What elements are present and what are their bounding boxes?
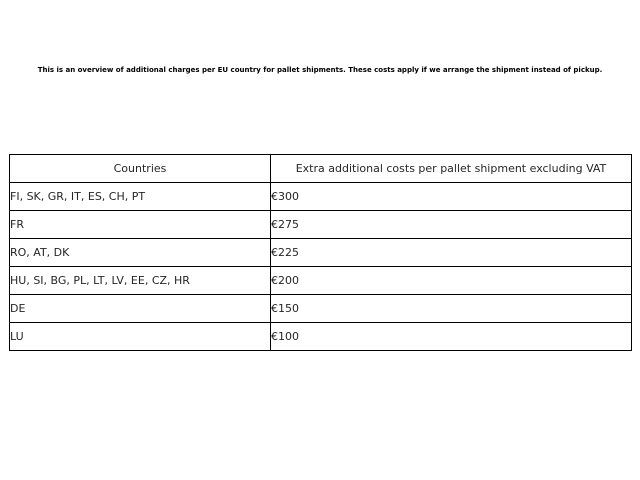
column-header-countries: Countries [9,154,271,183]
cost-cell: €100 [270,322,632,351]
column-header-extra-costs: Extra additional costs per pallet shipme… [270,154,632,183]
cost-cell: €150 [270,294,632,323]
countries-cell: DE [9,294,271,323]
table-row: HU, SI, BG, PL, LT, LV, EE, CZ, HR €200 [9,266,632,295]
countries-cell: HU, SI, BG, PL, LT, LV, EE, CZ, HR [9,266,271,295]
countries-cell: LU [9,322,271,351]
table-header-row: Countries Extra additional costs per pal… [9,154,632,183]
charges-table: Countries Extra additional costs per pal… [9,154,632,351]
cost-cell: €225 [270,238,632,267]
countries-cell: FI, SK, GR, IT, ES, CH, PT [9,182,271,211]
cost-cell: €275 [270,210,632,239]
countries-cell: FR [9,210,271,239]
cost-cell: €200 [270,266,632,295]
table-row: FI, SK, GR, IT, ES, CH, PT €300 [9,182,632,211]
table-row: DE €150 [9,294,632,323]
cost-cell: €300 [270,182,632,211]
intro-text: This is an overview of additional charge… [37,66,603,74]
table-row: FR €275 [9,210,632,239]
table-row: RO, AT, DK €225 [9,238,632,267]
table-row: LU €100 [9,322,632,351]
countries-cell: RO, AT, DK [9,238,271,267]
